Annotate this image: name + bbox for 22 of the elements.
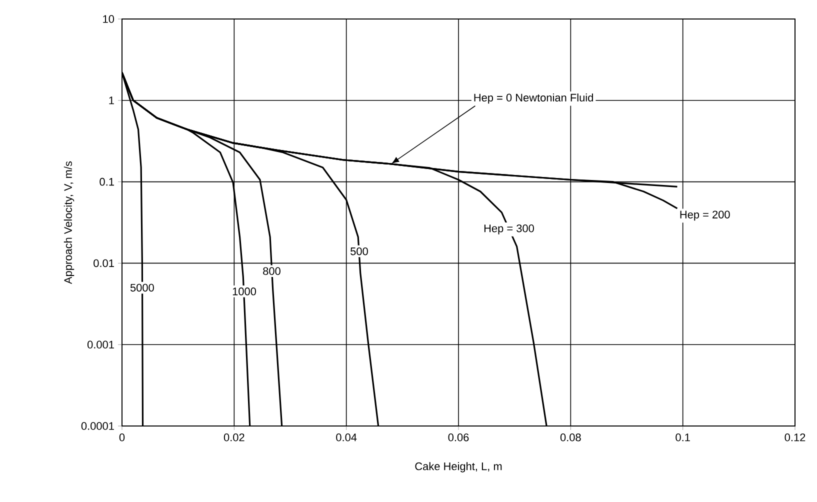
x-tick-label: 0 — [119, 434, 125, 442]
y-tick-label: 0.01 — [94, 259, 114, 268]
x-tick-label: 0.08 — [560, 434, 581, 442]
y-tick-label: 0.1 — [100, 178, 114, 186]
y-tick-label: 1 — [109, 96, 114, 104]
annotation: Hep = 300 — [484, 224, 534, 234]
y-tick-label: 10 — [103, 15, 114, 23]
y-axis-title: Approach Velocity, V, m/s — [64, 161, 74, 284]
x-axis-title: Cake Height, L, m — [415, 462, 502, 472]
x-tick-label: 0.02 — [224, 434, 244, 442]
annotation: 500 — [350, 247, 368, 256]
y-tick-label: 0.0001 — [81, 422, 114, 430]
x-tick-label: 0.04 — [336, 434, 357, 442]
annotation: 800 — [263, 267, 280, 275]
annotation: Hep = 200 — [680, 210, 730, 221]
x-tick-label: 0.1 — [676, 434, 690, 442]
x-tick-label: 0.06 — [448, 434, 469, 442]
annotation: Hep = 0 Newtonian Fluid — [474, 93, 593, 104]
x-tick-label: 0.12 — [784, 434, 806, 442]
annotation: 1000 — [232, 288, 256, 296]
annotation: 5000 — [130, 284, 154, 292]
y-tick-label: 0.001 — [87, 340, 114, 348]
